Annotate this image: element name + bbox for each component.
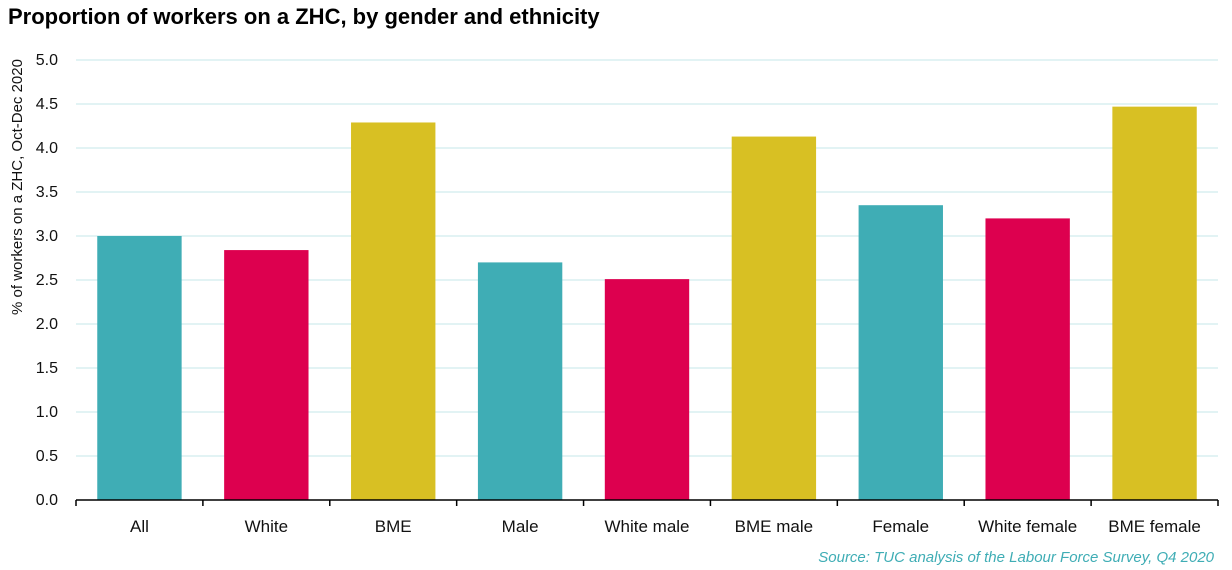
bar-bme: [351, 122, 435, 500]
bars: [97, 107, 1196, 500]
y-tick-label: 1.0: [36, 404, 58, 421]
source-note: Source: TUC analysis of the Labour Force…: [818, 549, 1214, 566]
x-tick-label: White: [245, 517, 288, 536]
bar-chart: 0.0 0.5 1.0 1.5 2.0 2.5 3.0 3.5 4.0 4.5 5.0 All Whi…: [0, 0, 1232, 570]
x-tick-label: Female: [872, 517, 929, 536]
bar-white-male: [605, 279, 689, 500]
bar-all: [97, 236, 181, 500]
bar-bme-male: [732, 137, 816, 500]
x-tick-label: BME: [375, 517, 412, 536]
bar-white-female: [985, 218, 1069, 500]
y-tick-label: 3.0: [36, 228, 58, 245]
y-tick-label: 0.0: [36, 492, 58, 509]
x-axis-labels: All White BME Male White male BME male Female W…: [130, 517, 1201, 536]
x-tick-label: BME female: [1108, 517, 1201, 536]
y-axis-ticks: 0.0 0.5 1.0 1.5 2.0 2.5 3.0 3.5 4.0 4.5 5.0: [36, 52, 58, 509]
x-tick-label: All: [130, 517, 149, 536]
y-tick-label: 4.5: [36, 96, 58, 113]
y-tick-label: 2.0: [36, 316, 58, 333]
bar-female: [859, 205, 943, 500]
x-tick-label: BME male: [735, 517, 813, 536]
y-tick-label: 0.5: [36, 448, 58, 465]
y-tick-label: 1.5: [36, 360, 58, 377]
y-tick-label: 4.0: [36, 140, 58, 157]
x-tick-label: Male: [502, 517, 539, 536]
y-tick-label: 5.0: [36, 52, 58, 69]
bar-white: [224, 250, 308, 500]
y-tick-label: 2.5: [36, 272, 58, 289]
bar-male: [478, 262, 562, 500]
x-tick-label: White female: [978, 517, 1077, 536]
x-axis: [76, 500, 1218, 506]
bar-bme-female: [1112, 107, 1196, 500]
y-tick-label: 3.5: [36, 184, 58, 201]
x-tick-label: White male: [604, 517, 689, 536]
y-axis-title: % of workers on a ZHC, Oct-Dec 2020: [9, 59, 26, 315]
